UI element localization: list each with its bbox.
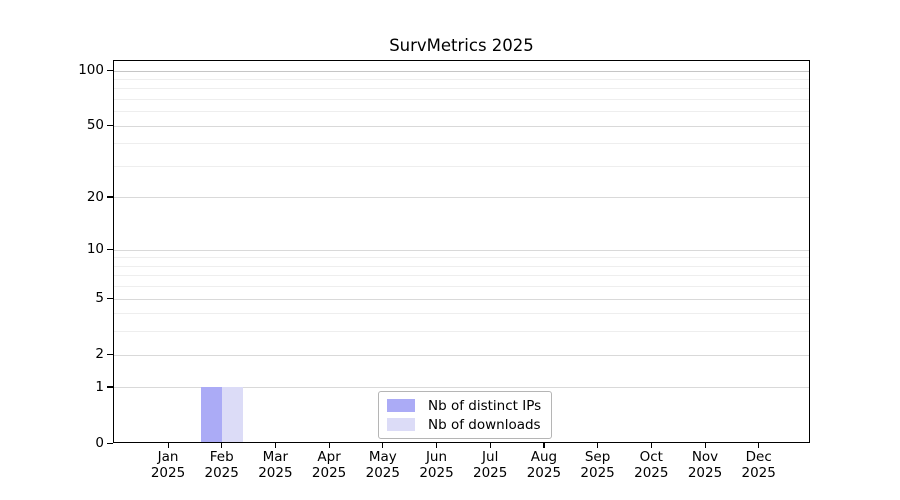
chart-title: SurvMetrics 2025 <box>389 36 534 55</box>
legend-entry: Nb of distinct IPs <box>387 396 541 415</box>
x-tick-label: Nov 2025 <box>687 449 723 481</box>
legend-label: Nb of downloads <box>428 416 541 433</box>
y-tick-label: 50 <box>86 117 104 134</box>
gridline-major <box>114 387 809 389</box>
y-tick-label: 20 <box>86 188 104 205</box>
x-tick-mark <box>274 443 277 448</box>
x-tick-label: Mar 2025 <box>258 449 293 481</box>
x-tick-label: Oct 2025 <box>634 449 669 481</box>
gridline-minor <box>114 111 809 113</box>
y-tick-mark <box>107 196 113 198</box>
y-tick-label: 2 <box>95 346 104 363</box>
x-tick-label: May 2025 <box>365 449 400 481</box>
gridline-major <box>114 354 809 356</box>
gridline-minor <box>114 265 809 267</box>
gridline-minor <box>114 166 809 167</box>
gridline-major <box>114 197 809 199</box>
x-tick-label: Feb 2025 <box>204 449 239 481</box>
gridline-major <box>114 249 809 251</box>
x-tick-label: Apr 2025 <box>311 449 347 481</box>
gridline-minor <box>114 313 809 315</box>
x-tick-mark <box>650 443 652 448</box>
y-tick-mark <box>107 248 113 250</box>
plot-area: Nb of distinct IPs Nb of downloads <box>113 60 810 443</box>
gridline-major <box>114 125 809 127</box>
x-tick-mark <box>704 443 706 448</box>
gridline-major <box>114 70 809 72</box>
x-tick-mark <box>758 443 760 448</box>
gridline-minor <box>114 88 809 90</box>
gridline-minor <box>114 257 809 259</box>
x-tick-label: Dec 2025 <box>741 449 776 481</box>
legend-swatch <box>387 418 415 431</box>
gridline-minor <box>114 286 809 288</box>
legend-entry: Nb of downloads <box>387 415 541 434</box>
bar-nb-of-downloads <box>221 387 243 442</box>
legend-swatch <box>387 399 415 412</box>
x-tick-mark <box>597 443 599 448</box>
gridline-minor <box>114 331 809 333</box>
legend-box: Nb of distinct IPs Nb of downloads <box>378 391 553 439</box>
gridline-minor <box>114 275 809 277</box>
x-tick-label: Jun 2025 <box>419 449 454 481</box>
gridline-minor <box>114 99 809 101</box>
y-tick-label: 0 <box>95 435 104 451</box>
gridline-minor <box>114 78 809 80</box>
x-tick-mark <box>489 443 491 448</box>
gridline-minor <box>114 143 809 145</box>
x-tick-label: Aug 2025 <box>526 449 562 481</box>
x-tick-mark <box>328 443 330 448</box>
bar-nb-of-distinct-ips <box>200 387 222 442</box>
gridline-major <box>114 298 809 300</box>
x-tick-label: Jan 2025 <box>150 449 186 481</box>
y-tick-mark <box>107 69 113 71</box>
y-tick-mark <box>107 353 113 355</box>
y-tick-mark <box>107 442 113 444</box>
y-tick-label: 10 <box>86 241 104 258</box>
y-tick-label: 1 <box>95 378 104 395</box>
x-tick-mark <box>436 443 438 448</box>
legend-label: Nb of distinct IPs <box>428 397 542 414</box>
y-tick-label: 100 <box>78 62 104 79</box>
y-tick-mark <box>107 297 113 299</box>
x-tick-mark <box>382 443 384 448</box>
y-tick-mark <box>107 386 113 388</box>
x-tick-mark <box>543 443 545 448</box>
y-tick-label: 5 <box>95 290 104 307</box>
x-tick-mark <box>221 443 223 448</box>
x-tick-label: Jul 2025 <box>473 449 508 481</box>
x-tick-mark <box>167 443 169 448</box>
y-tick-mark <box>107 124 113 126</box>
x-tick-label: Sep 2025 <box>580 449 615 481</box>
